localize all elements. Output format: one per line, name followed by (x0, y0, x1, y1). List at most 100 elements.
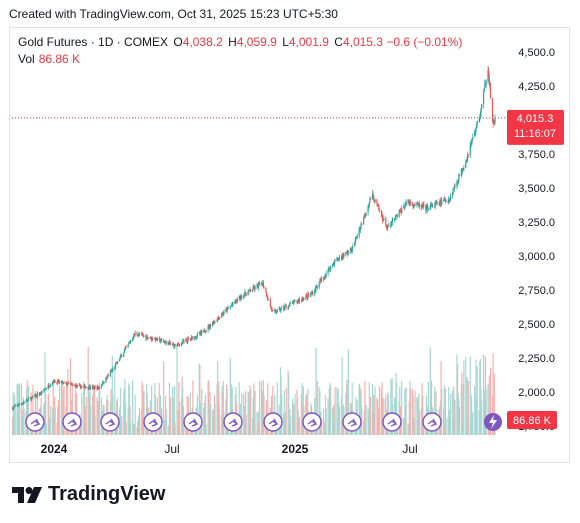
tradingview-brand[interactable]: TradingView (12, 483, 165, 506)
event-marker-icon[interactable] (302, 412, 322, 432)
volume-bar (57, 400, 59, 435)
event-marker-icon[interactable] (143, 412, 163, 432)
candle-body (101, 384, 103, 386)
volume-bar (48, 422, 51, 435)
volume-bar (218, 381, 220, 435)
event-marker-icon[interactable] (223, 412, 243, 432)
y-tick-label: 3,500.0 (518, 183, 555, 195)
candle-body (85, 387, 87, 389)
arrow-icon (347, 418, 358, 427)
candle-body (380, 210, 382, 215)
candle-body (30, 397, 32, 400)
candle-body (240, 294, 242, 299)
candle-body (479, 116, 481, 120)
volume-bar (243, 393, 245, 435)
event-marker-icon[interactable] (342, 412, 362, 432)
volume-bar (359, 396, 362, 435)
volume-bar (248, 391, 250, 435)
candle-body (475, 128, 477, 132)
candle-body (245, 294, 247, 296)
volume-bar (284, 418, 286, 435)
candle-body (262, 282, 264, 287)
event-marker-icon[interactable] (100, 412, 120, 432)
volume-bar (231, 384, 233, 435)
candle-body (72, 384, 74, 386)
candle-body (382, 216, 384, 221)
candle-body (14, 405, 16, 407)
candle-body (265, 292, 268, 297)
candle-body (387, 226, 389, 228)
candle-body (147, 337, 149, 339)
candle-body (47, 384, 49, 389)
candle-body (438, 201, 440, 204)
candle-body (492, 118, 494, 124)
volume-bar (285, 388, 287, 435)
volume-bar (422, 395, 424, 435)
volume-bar (418, 410, 421, 435)
volume-bar (235, 386, 237, 435)
event-marker-icon[interactable] (25, 412, 45, 432)
candle-body (436, 201, 438, 203)
candle-body (105, 377, 108, 379)
candle-body (247, 291, 249, 296)
candle-body (111, 370, 113, 372)
event-marker-icon[interactable] (422, 412, 442, 432)
candle-body (76, 384, 78, 387)
volume-bar (154, 382, 156, 435)
candle-body (167, 341, 169, 346)
candle-body (103, 382, 105, 384)
volume-bar (298, 416, 301, 435)
candle-body (76, 384, 78, 387)
candle-body (36, 394, 38, 397)
candle-body (482, 91, 485, 105)
candle-body (445, 201, 447, 202)
volume-bar (374, 386, 376, 435)
candle-body (447, 201, 449, 203)
volume-bar (470, 422, 472, 435)
y-tick-label: 2,250.0 (518, 353, 555, 365)
candle-body (85, 387, 87, 389)
candle-body (131, 338, 134, 341)
candle-body (150, 336, 152, 340)
volume-bar (466, 377, 468, 435)
candle-body (17, 405, 19, 406)
event-marker-icon[interactable] (382, 412, 402, 432)
candle-body (336, 258, 339, 260)
event-marker-icon[interactable] (263, 412, 283, 432)
volume-bar (204, 394, 207, 435)
event-marker-icon[interactable] (183, 412, 203, 432)
candle-body (43, 390, 45, 391)
candle-body (302, 298, 304, 301)
event-marker-icon[interactable] (62, 412, 82, 432)
candle-body (138, 333, 141, 335)
candle-body (332, 263, 334, 265)
candle-body (327, 269, 329, 274)
candle-body (279, 307, 281, 311)
candle-body (235, 299, 237, 303)
candle-body (387, 226, 389, 228)
volume-bar (323, 409, 325, 435)
volume-bar (182, 387, 184, 435)
candle-body (22, 402, 25, 404)
candle-body (350, 250, 353, 253)
volume-bar (177, 410, 179, 435)
volume-bar (369, 419, 371, 435)
volume-bar (429, 347, 431, 435)
candle-body (281, 307, 283, 309)
candle-body (65, 382, 67, 384)
candle-body (34, 394, 37, 397)
candle-body (134, 332, 136, 335)
volume-bar (338, 402, 340, 435)
candle-body (170, 343, 172, 345)
volume-bar (333, 414, 336, 435)
candle-body (316, 286, 318, 288)
candle-body (408, 201, 410, 204)
candle-body (352, 246, 354, 248)
volume-bar (27, 385, 30, 435)
candle-body (114, 367, 116, 369)
candle-body (154, 338, 157, 341)
volume-bar (324, 423, 326, 435)
candle-body (276, 309, 278, 313)
candle-body (52, 381, 54, 385)
